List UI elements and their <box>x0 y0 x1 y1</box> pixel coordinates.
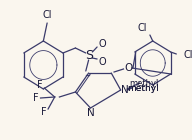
Text: F: F <box>37 80 42 90</box>
Text: methyl: methyl <box>130 79 159 88</box>
Text: methyl: methyl <box>127 83 159 93</box>
Text: O: O <box>98 57 106 67</box>
Text: F: F <box>41 107 46 117</box>
Text: Cl: Cl <box>184 50 192 60</box>
Text: O: O <box>98 39 106 49</box>
Text: O: O <box>124 63 132 73</box>
Text: S: S <box>86 48 94 61</box>
Text: Cl: Cl <box>138 23 147 33</box>
Text: F: F <box>33 93 39 103</box>
Text: Cl: Cl <box>42 10 52 20</box>
Text: N: N <box>87 108 94 118</box>
Text: N: N <box>121 85 128 95</box>
Text: methyl: methyl <box>127 83 159 93</box>
